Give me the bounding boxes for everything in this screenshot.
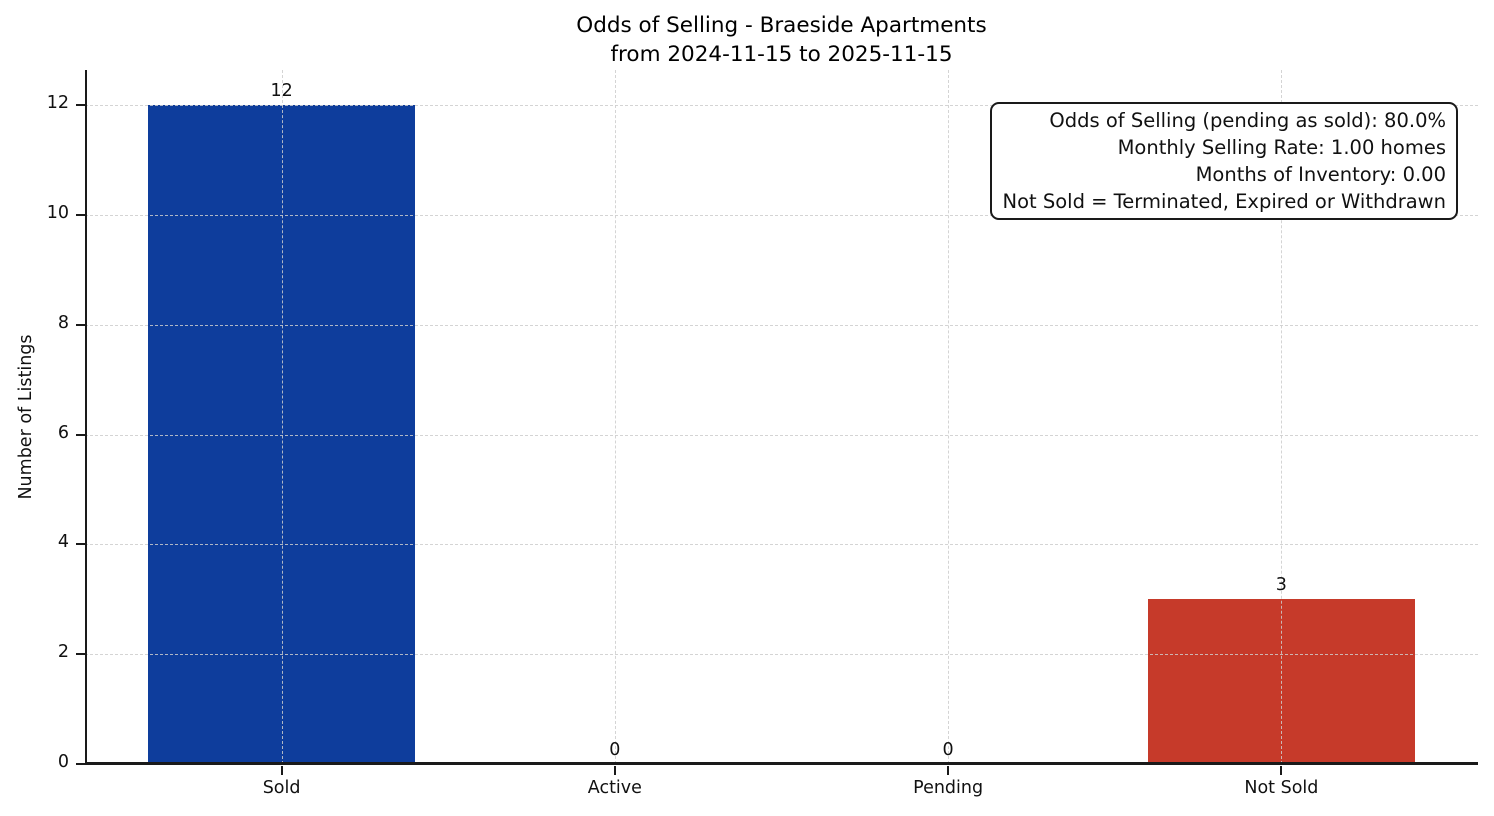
gridline-vertical-not-sold: [1281, 70, 1283, 764]
x-tick-not-sold: [1280, 766, 1283, 775]
gridline-horizontal-6: [85, 434, 1478, 436]
y-tick-label-8: 8: [57, 312, 69, 333]
chart-title-line2: from 2024-11-15 to 2025-11-15: [610, 42, 953, 67]
annotation-monthly-selling-rate: Monthly Selling Rate: 1.00 homes: [1117, 136, 1446, 159]
x-tick-pending: [947, 766, 950, 775]
plot-area: 0 2 4 6 8 10 12 12 Sold 0 Active 0 Pending 3 Not Sold: [47, 70, 1478, 798]
x-tick-label-active: Active: [587, 778, 642, 798]
annotation-not-sold-definition: Not Sold = Terminated, Expired or Withdr…: [1002, 190, 1446, 213]
gridline-horizontal-4: [85, 544, 1478, 546]
y-tick-8: [76, 323, 85, 326]
x-tick-sold: [280, 766, 283, 775]
gridline-horizontal-12: [85, 105, 1478, 107]
chart-title: Odds of Selling - Braeside Apartments fr…: [85, 11, 1478, 69]
y-tick-10: [76, 213, 85, 216]
x-tick-label-not-sold: Not Sold: [1244, 778, 1319, 798]
bar-value-label-active: 0: [609, 740, 621, 760]
annotation-odds-of-selling: Odds of Selling (pending as sold): 80.0%: [1049, 109, 1446, 132]
gridline-vertical-active: [614, 70, 616, 764]
y-tick-label-2: 2: [57, 642, 69, 663]
y-tick-label-0: 0: [57, 752, 69, 772]
x-axis-spine: [85, 762, 1478, 765]
y-tick-label-6: 6: [57, 422, 69, 443]
y-tick-4: [76, 543, 85, 546]
y-tick-2: [76, 653, 85, 656]
gridline-horizontal-10: [85, 214, 1478, 216]
y-tick-6: [76, 433, 85, 436]
y-tick-label-10: 10: [46, 202, 69, 223]
y-tick-label-12: 12: [46, 93, 69, 114]
x-tick-label-pending: Pending: [913, 778, 984, 798]
x-tick-label-sold: Sold: [262, 778, 301, 798]
gridline-vertical-pending: [948, 70, 950, 764]
y-tick-label-4: 4: [57, 532, 69, 553]
annotation-months-of-inventory: Months of Inventory: 0.00: [1195, 163, 1446, 186]
chart-title-line1: Odds of Selling - Braeside Apartments: [576, 13, 987, 38]
bar-value-label-pending: 0: [942, 740, 954, 760]
y-tick-0: [76, 763, 85, 765]
y-axis-label: Number of Listings: [16, 334, 36, 500]
x-tick-active: [613, 766, 616, 775]
y-axis-spine: [85, 70, 87, 764]
gridline-horizontal-8: [85, 324, 1478, 326]
stats-annotation-box: Odds of Selling (pending as sold): 80.0%…: [990, 102, 1458, 220]
y-tick-12: [76, 104, 85, 107]
gridline-vertical-sold: [281, 70, 283, 764]
bar-value-label-sold: 12: [270, 81, 293, 102]
bar-value-label-not-sold: 3: [1275, 575, 1287, 596]
gridline-horizontal-2: [85, 654, 1478, 656]
